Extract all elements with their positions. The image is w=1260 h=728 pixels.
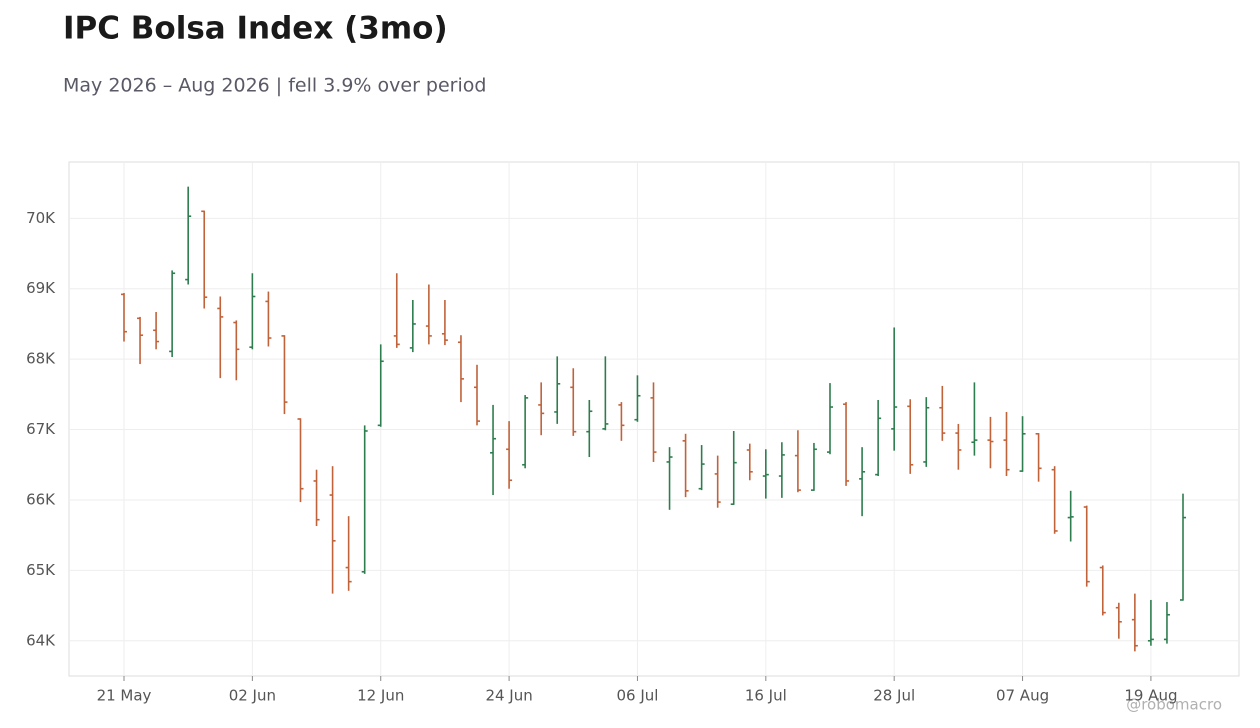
y-tick-label: 66K	[26, 490, 56, 508]
x-tick-label: 12 Jun	[357, 687, 404, 705]
plot-frame	[68, 161, 1240, 677]
y-tick-label: 65K	[26, 561, 56, 579]
y-tick-label: 68K	[26, 350, 56, 368]
y-tick-label: 69K	[26, 279, 56, 297]
x-tick-label: 02 Jun	[229, 687, 276, 705]
watermark: @robomacro	[1126, 696, 1222, 714]
y-tick-label: 64K	[26, 631, 56, 649]
x-tick-label: 07 Aug	[996, 687, 1049, 705]
x-tick-label: 06 Jul	[616, 687, 658, 705]
chart-subtitle: May 2026 – Aug 2026 | fell 3.9% over per…	[63, 75, 486, 97]
y-tick-label: 67K	[26, 420, 56, 438]
x-tick-label: 24 Jun	[485, 687, 532, 705]
x-tick-label: 19 Aug	[1124, 687, 1177, 705]
chart-title: IPC Bolsa Index (3mo)	[63, 11, 448, 47]
y-tick-label: 70K	[26, 209, 56, 227]
x-tick-label: 21 May	[97, 687, 152, 705]
x-tick-label: 28 Jul	[873, 687, 915, 705]
x-tick-label: 16 Jul	[745, 687, 787, 705]
